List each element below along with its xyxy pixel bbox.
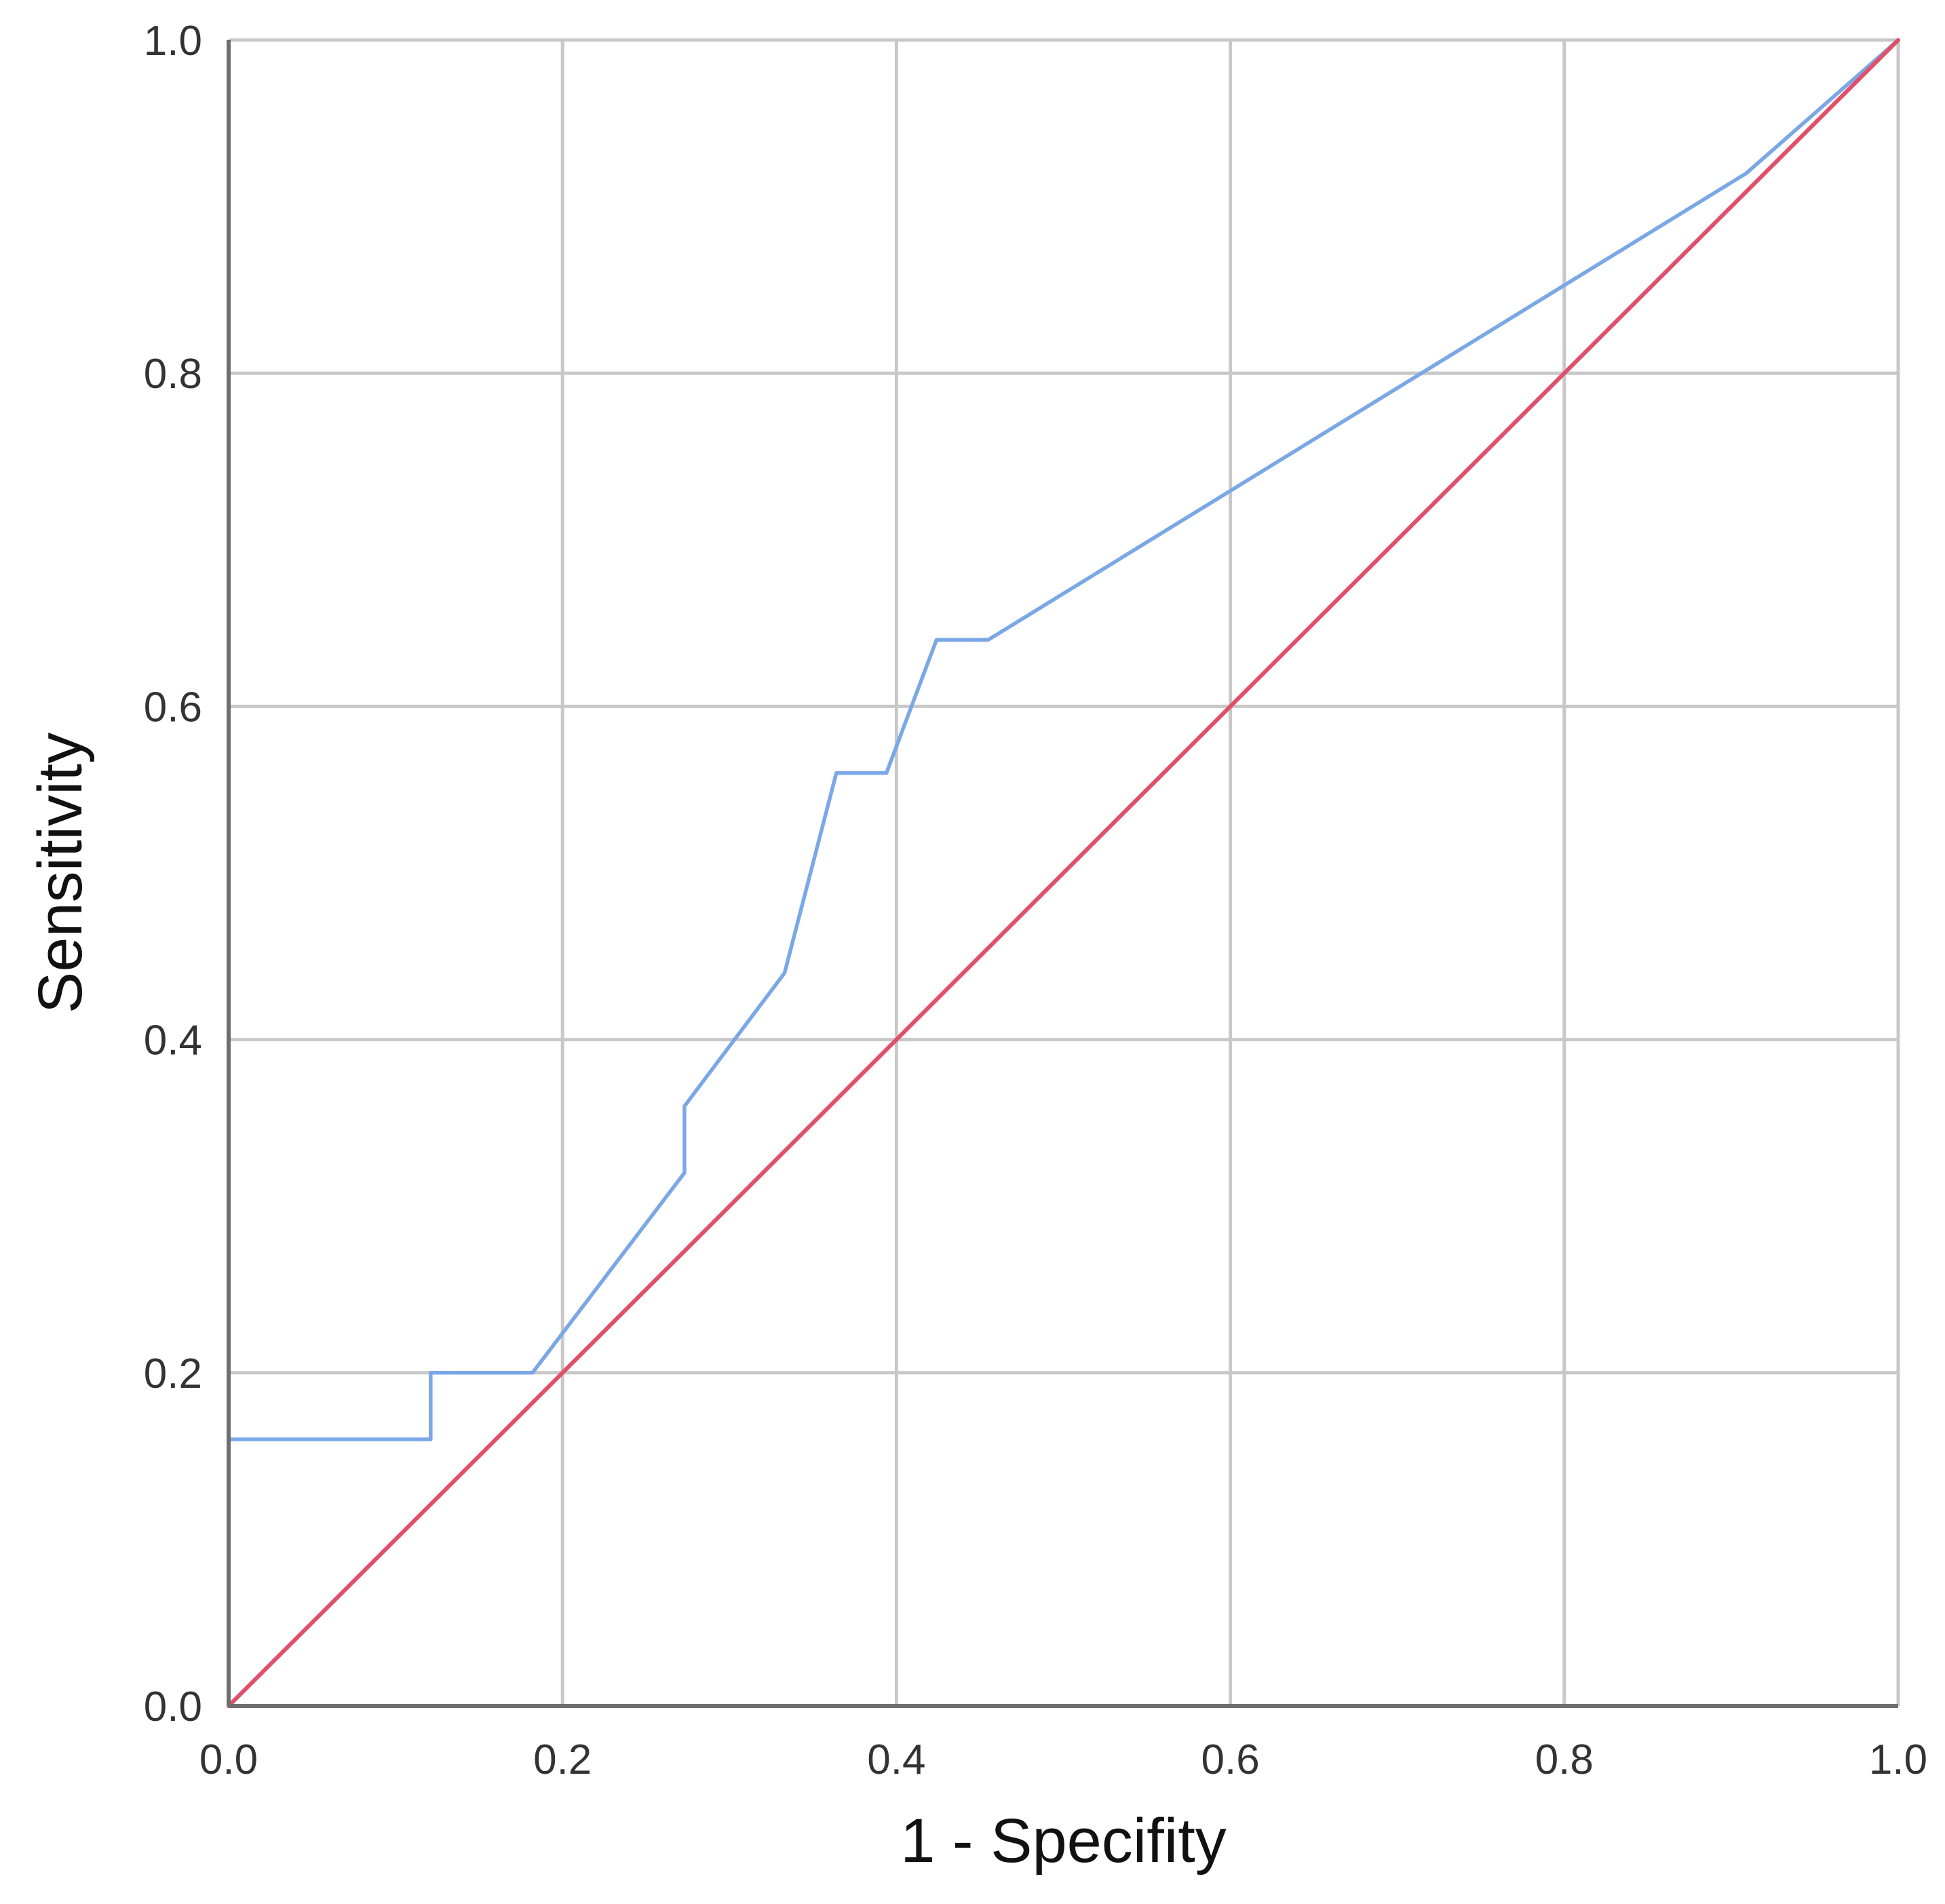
x-tick-label-5: 1.0 [1869,1736,1927,1783]
roc-curve-line [227,38,1900,1708]
x-tick-label-1: 0.2 [533,1736,592,1783]
y-tick-label-2: 0.4 [144,1017,202,1064]
x-tick-label-4: 0.8 [1535,1736,1594,1783]
x-tick-label-0: 0.0 [199,1736,258,1783]
tick-labels: 0.0 0.2 0.4 0.6 0.8 1.0 0.0 0.2 0.4 0.6 0.8 1.0 [144,18,1927,1783]
axes [227,40,1898,1708]
y-tick-label-0: 0.0 [144,1684,202,1730]
x-axis-title: 1 - Specifity [900,1806,1227,1876]
y-axis-title: Sensitivity [26,733,95,1013]
y-tick-label-1: 0.2 [144,1351,202,1397]
y-tick-label-3: 0.6 [144,684,202,731]
y-tick-label-4: 0.8 [144,351,202,397]
grid [227,38,1900,1708]
series-layer [227,38,1900,1708]
y-tick-label-5: 1.0 [144,18,202,64]
x-tick-label-2: 0.4 [867,1736,925,1783]
x-tick-label-3: 0.6 [1201,1736,1259,1783]
reference-diagonal-line [227,38,1900,1708]
